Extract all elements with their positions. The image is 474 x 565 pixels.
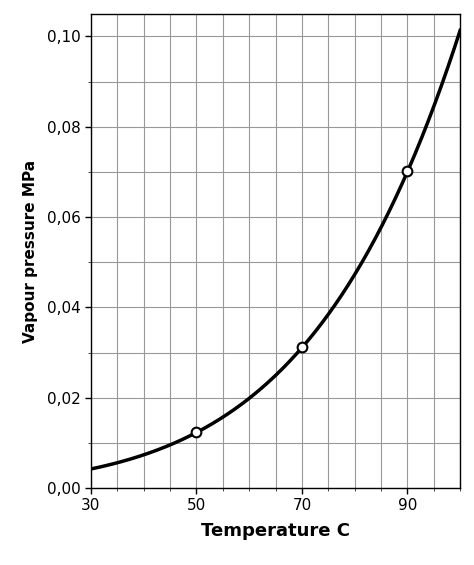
X-axis label: Temperature C: Temperature C (201, 522, 350, 540)
Y-axis label: Vapour pressure MPa: Vapour pressure MPa (23, 159, 38, 342)
